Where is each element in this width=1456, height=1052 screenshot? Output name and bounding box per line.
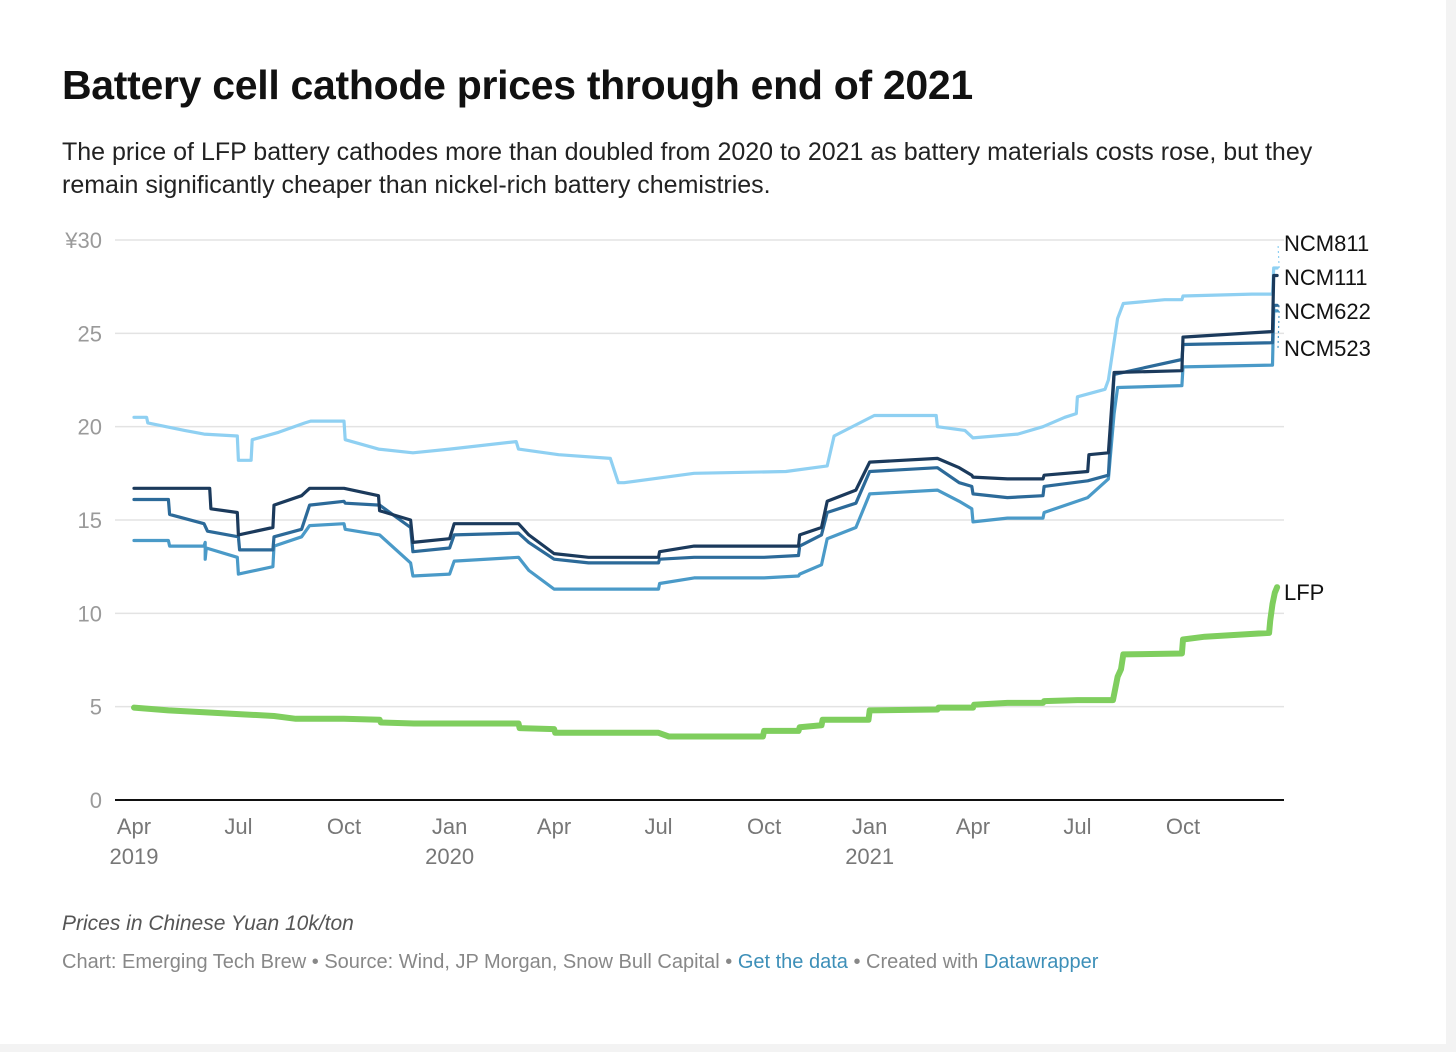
chart-footer: Chart: Emerging Tech Brew • Source: Wind… xyxy=(62,951,1098,974)
chart-credit: Chart: Emerging Tech Brew xyxy=(62,951,307,973)
series-line-ncm622 xyxy=(132,303,1279,565)
chart-notes: Prices in Chinese Yuan 10k/ton xyxy=(62,912,354,935)
x-tick-label: Jul xyxy=(644,814,672,839)
x-tick-year-label: 2019 xyxy=(110,844,159,869)
get-data-link[interactable]: Get the data xyxy=(737,951,848,973)
y-axis-labels: 0 5 10 15 20 25 ¥30 xyxy=(64,228,102,813)
series-line-ncm811 xyxy=(132,266,1279,485)
series-label-ncm523: NCM523 xyxy=(1284,336,1371,361)
x-tick-year-label: 2021 xyxy=(845,844,894,869)
gridlines xyxy=(115,239,1284,801)
series-label-ncm622: NCM622 xyxy=(1284,299,1371,324)
x-tick-label: Apr xyxy=(117,814,151,839)
series-line-ncm523 xyxy=(132,309,1279,591)
line-chart: 0 5 10 15 20 25 ¥30 Apr 2019 Jul Oct Jan 2020 Apr Jul… xyxy=(64,228,1371,869)
x-tick-label: Jul xyxy=(1063,814,1091,839)
x-tick-label: Jan xyxy=(432,814,467,839)
series-labels: NCM811 NCM111 NCM622 NCM523 LFP xyxy=(1277,231,1371,605)
x-axis-labels: Apr 2019 Jul Oct Jan 2020 Apr Jul Oct Jan 2021 Apr J… xyxy=(110,814,1201,869)
separator: • xyxy=(306,951,325,973)
series-label-ncm111: NCM111 xyxy=(1284,265,1368,290)
x-tick-label: Oct xyxy=(747,814,781,839)
series-line-lfp xyxy=(131,584,1281,740)
y-tick-label: 0 xyxy=(90,788,102,813)
label-leader-line xyxy=(1277,587,1280,593)
x-tick-label: Oct xyxy=(327,814,361,839)
series-line-ncm111 xyxy=(132,273,1279,559)
series-label-lfp: LFP xyxy=(1284,580,1324,605)
source-text: Source: Wind, JP Morgan, Snow Bull Capit… xyxy=(324,951,720,973)
datawrapper-link[interactable]: Datawrapper xyxy=(983,951,1099,973)
x-tick-label: Apr xyxy=(956,814,990,839)
created-with-text: Created with xyxy=(866,951,984,973)
label-leader-line xyxy=(1277,310,1280,349)
y-tick-label: 5 xyxy=(90,695,102,720)
x-tick-label: Apr xyxy=(537,814,571,839)
separator: • xyxy=(847,951,867,973)
series-lines xyxy=(131,266,1281,740)
x-tick-year-label: 2020 xyxy=(425,844,474,869)
chart-title: Battery cell cathode prices through end … xyxy=(62,62,973,108)
y-tick-label: 20 xyxy=(78,415,102,440)
y-tick-label: 25 xyxy=(78,321,102,346)
x-tick-label: Oct xyxy=(1166,814,1200,839)
y-tick-label: 10 xyxy=(78,601,102,626)
label-leader-line xyxy=(1277,305,1280,312)
y-tick-label: ¥30 xyxy=(64,228,102,253)
x-tick-label: Jul xyxy=(224,814,252,839)
x-tick-label: Jan xyxy=(852,814,887,839)
series-label-ncm811: NCM811 xyxy=(1284,231,1369,256)
separator: • xyxy=(719,951,738,973)
chart-subtitle: The price of LFP battery cathodes more t… xyxy=(62,138,1313,199)
y-tick-label: 15 xyxy=(78,508,102,533)
label-leader-line xyxy=(1277,242,1280,269)
